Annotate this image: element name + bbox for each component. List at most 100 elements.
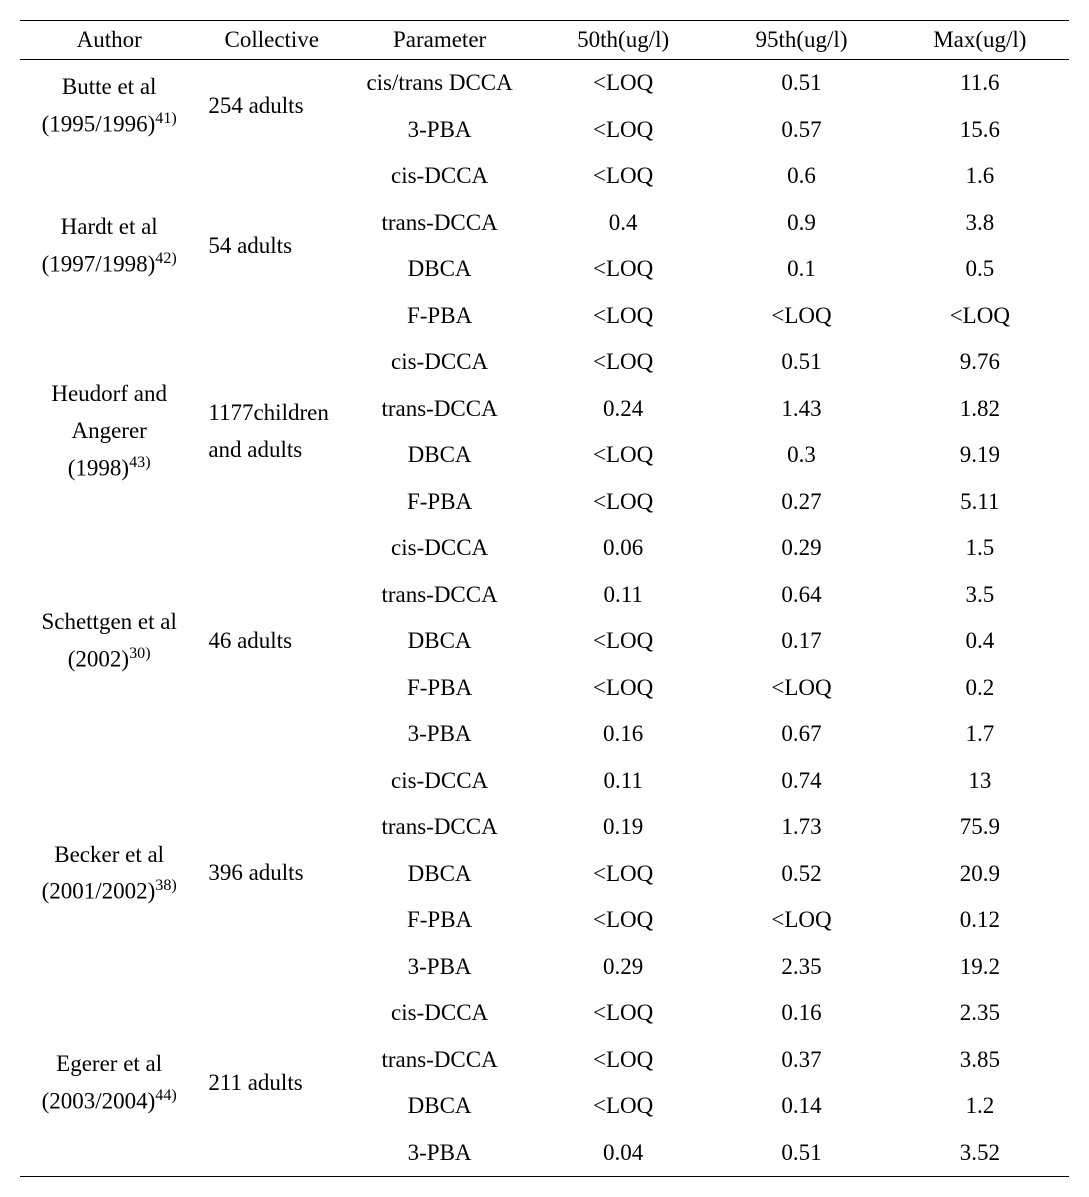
p50-cell: <LOQ xyxy=(534,618,712,665)
author-line: (2002) xyxy=(68,647,129,672)
author-line: Becker et al xyxy=(54,842,164,867)
collective-cell: 254 adults xyxy=(198,60,345,154)
parameter-cell: trans-DCCA xyxy=(345,804,534,851)
p50-cell: 0.4 xyxy=(534,200,712,247)
p50-cell: <LOQ xyxy=(534,990,712,1037)
author-cell: Schettgen et al (2002)30) xyxy=(20,525,198,758)
table-header: Author Collective Parameter 50th(ug/l) 9… xyxy=(20,21,1069,60)
author-line: Heudorf and xyxy=(51,381,167,406)
table-body: Butte et al(1995/1996)41)254 adultscis/t… xyxy=(20,60,1069,1177)
p50-cell: <LOQ xyxy=(534,60,712,107)
parameter-cell: F-PBA xyxy=(345,665,534,712)
max-cell: 3.8 xyxy=(891,200,1069,247)
max-cell: 0.4 xyxy=(891,618,1069,665)
header-95th: 95th(ug/l) xyxy=(712,21,890,60)
author-line: (2003/2004) xyxy=(42,1088,156,1113)
p95-cell: 1.43 xyxy=(712,386,890,433)
p50-cell: 0.11 xyxy=(534,572,712,619)
parameter-cell: trans-DCCA xyxy=(345,1037,534,1084)
header-parameter: Parameter xyxy=(345,21,534,60)
p95-cell: 0.67 xyxy=(712,711,890,758)
parameter-cell: F-PBA xyxy=(345,293,534,340)
max-cell: 1.82 xyxy=(891,386,1069,433)
table-row: Heudorf andAngerer(1998)43)1177children … xyxy=(20,339,1069,386)
max-cell: 13 xyxy=(891,758,1069,805)
author-line: (1997/1998) xyxy=(42,251,156,276)
p50-cell: 0.04 xyxy=(534,1130,712,1177)
p50-cell: <LOQ xyxy=(534,1037,712,1084)
max-cell: 75.9 xyxy=(891,804,1069,851)
header-collective: Collective xyxy=(198,21,345,60)
parameter-cell: F-PBA xyxy=(345,897,534,944)
p50-cell: <LOQ xyxy=(534,293,712,340)
p95-cell: 0.6 xyxy=(712,153,890,200)
header-author: Author xyxy=(20,21,198,60)
p95-cell: 0.17 xyxy=(712,618,890,665)
parameter-cell: cis/trans DCCA xyxy=(345,60,534,107)
table-row: Schettgen et al(2002)30)46 adultscis-DCC… xyxy=(20,525,1069,572)
p50-cell: <LOQ xyxy=(534,665,712,712)
p95-cell: <LOQ xyxy=(712,665,890,712)
p50-cell: 0.19 xyxy=(534,804,712,851)
p50-cell: 0.29 xyxy=(534,944,712,991)
p95-cell: 0.51 xyxy=(712,60,890,107)
collective-cell: 54 adults xyxy=(198,153,345,339)
author-cell: Becker et al (2001/2002)38) xyxy=(20,758,198,991)
max-cell: 5.11 xyxy=(891,479,1069,526)
author-superscript: 38) xyxy=(155,877,176,894)
parameter-cell: F-PBA xyxy=(345,479,534,526)
p95-cell: 0.9 xyxy=(712,200,890,247)
p50-cell: 0.06 xyxy=(534,525,712,572)
p50-cell: <LOQ xyxy=(534,339,712,386)
author-superscript: 42) xyxy=(155,250,176,267)
max-cell: 1.6 xyxy=(891,153,1069,200)
author-line: (1998) xyxy=(68,456,129,481)
p95-cell: 0.29 xyxy=(712,525,890,572)
parameter-cell: cis-DCCA xyxy=(345,525,534,572)
header-row: Author Collective Parameter 50th(ug/l) 9… xyxy=(20,21,1069,60)
max-cell: 19.2 xyxy=(891,944,1069,991)
p50-cell: <LOQ xyxy=(534,479,712,526)
p95-cell: 0.52 xyxy=(712,851,890,898)
max-cell: 1.7 xyxy=(891,711,1069,758)
parameter-cell: DBCA xyxy=(345,851,534,898)
collective-cell: 1177children and adults xyxy=(198,339,345,525)
max-cell: 1.5 xyxy=(891,525,1069,572)
max-cell: 3.85 xyxy=(891,1037,1069,1084)
parameter-cell: 3-PBA xyxy=(345,107,534,154)
author-cell: Butte et al(1995/1996)41) xyxy=(20,60,198,154)
table-row: Hardt et al(1997/1998)42)54 adultscis-DC… xyxy=(20,153,1069,200)
author-superscript: 30) xyxy=(129,645,150,662)
p50-cell: 0.24 xyxy=(534,386,712,433)
author-superscript: 43) xyxy=(129,454,150,471)
collective-cell: 396 adults xyxy=(198,758,345,991)
parameter-cell: 3-PBA xyxy=(345,944,534,991)
parameter-cell: trans-DCCA xyxy=(345,200,534,247)
parameter-cell: cis-DCCA xyxy=(345,339,534,386)
header-max: Max(ug/l) xyxy=(891,21,1069,60)
author-line: Schettgen et al xyxy=(41,609,176,634)
p95-cell: <LOQ xyxy=(712,293,890,340)
p50-cell: <LOQ xyxy=(534,107,712,154)
data-table: Author Collective Parameter 50th(ug/l) 9… xyxy=(20,20,1069,1177)
parameter-cell: 3-PBA xyxy=(345,1130,534,1177)
max-cell: 0.12 xyxy=(891,897,1069,944)
p50-cell: <LOQ xyxy=(534,246,712,293)
p95-cell: 0.3 xyxy=(712,432,890,479)
max-cell: 2.35 xyxy=(891,990,1069,1037)
author-line: (2001/2002) xyxy=(42,879,156,904)
p50-cell: 0.11 xyxy=(534,758,712,805)
p95-cell: 2.35 xyxy=(712,944,890,991)
author-cell: Hardt et al(1997/1998)42) xyxy=(20,153,198,339)
p50-cell: <LOQ xyxy=(534,897,712,944)
p95-cell: <LOQ xyxy=(712,897,890,944)
collective-cell: 46 adults xyxy=(198,525,345,758)
table-row: Egerer et al(2003/2004)44)211 adultscis-… xyxy=(20,990,1069,1037)
max-cell: 15.6 xyxy=(891,107,1069,154)
max-cell: 0.5 xyxy=(891,246,1069,293)
p95-cell: 0.27 xyxy=(712,479,890,526)
max-cell: 1.2 xyxy=(891,1083,1069,1130)
max-cell: 9.19 xyxy=(891,432,1069,479)
table-row: Butte et al(1995/1996)41)254 adultscis/t… xyxy=(20,60,1069,107)
p95-cell: 0.74 xyxy=(712,758,890,805)
